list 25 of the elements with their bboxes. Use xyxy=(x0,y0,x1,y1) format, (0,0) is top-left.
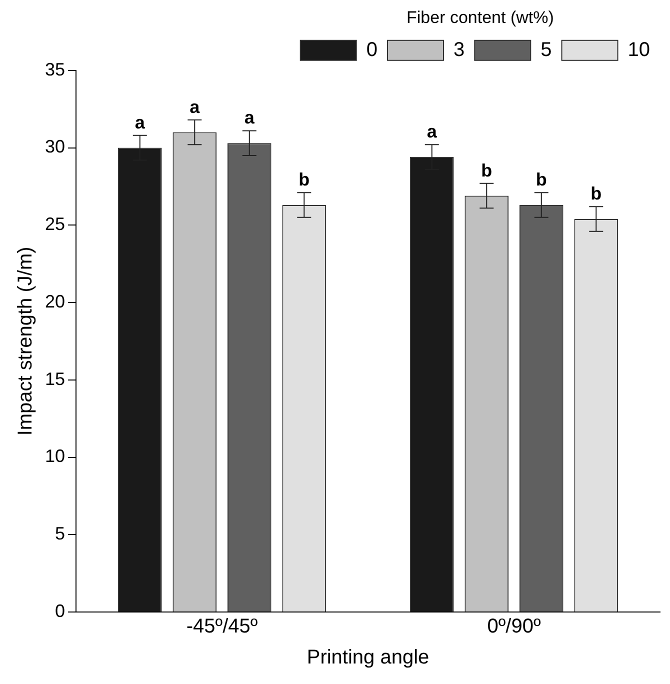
y-tick-label: 15 xyxy=(44,368,66,389)
data-label: b xyxy=(590,184,602,204)
legend-label: 5 xyxy=(540,38,552,61)
y-tick-label: 10 xyxy=(44,446,66,466)
data-label: b xyxy=(298,170,310,190)
data-label: b xyxy=(536,170,547,190)
y-tick-label: 35 xyxy=(44,59,66,80)
data-label: a xyxy=(134,112,146,132)
legend-title: Fiber content (wt%) xyxy=(406,8,554,28)
data-label: a xyxy=(190,96,201,117)
y-tick-label: 30 xyxy=(44,136,66,157)
y-axis-title: Impact strength (J/m) xyxy=(14,246,37,436)
y-tick-label: 25 xyxy=(44,214,66,234)
data-label: b xyxy=(481,160,492,180)
x-tick-label: 0º/90º xyxy=(487,616,542,638)
legend-label: 3 xyxy=(454,38,465,61)
legend-label: 10 xyxy=(628,38,650,61)
legend-label: 0 xyxy=(366,38,378,61)
y-tick-label: 0 xyxy=(55,600,66,621)
data-label: a xyxy=(244,108,256,128)
x-tick-label: -45º/45º xyxy=(186,616,258,638)
x-axis-title: Printing angle xyxy=(306,646,430,669)
y-tick-label: 5 xyxy=(55,524,66,544)
y-tick-label: 20 xyxy=(44,291,66,312)
data-label: a xyxy=(426,122,438,142)
